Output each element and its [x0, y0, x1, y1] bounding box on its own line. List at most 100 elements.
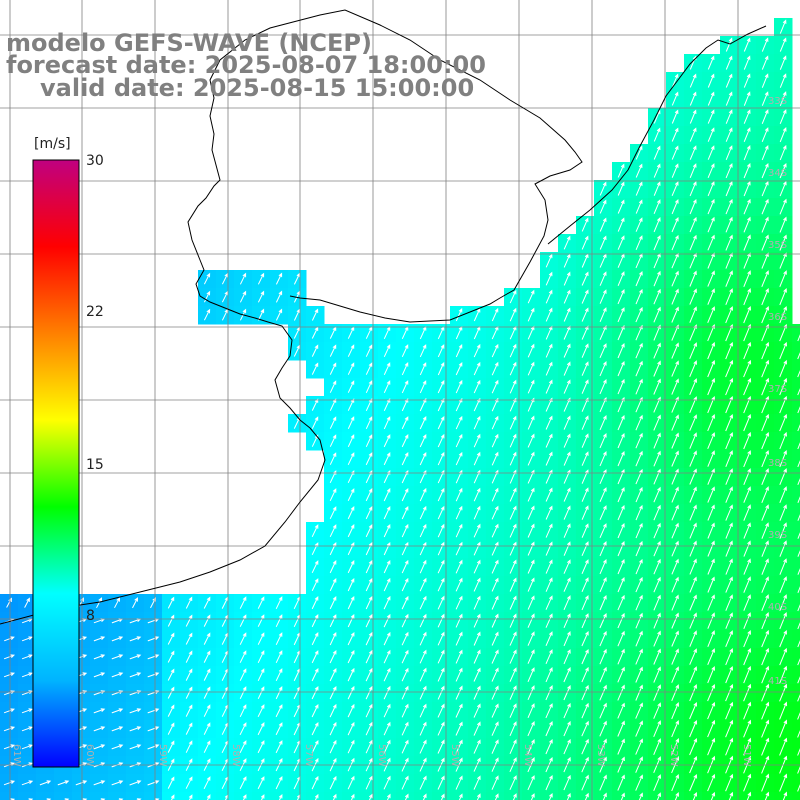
wind-arrow	[653, 450, 661, 467]
wind-arrow	[563, 289, 571, 304]
wind-arrow	[311, 398, 319, 411]
wind-arrow	[599, 684, 607, 701]
wind-arrow	[329, 344, 337, 357]
wind-arrow	[653, 378, 661, 395]
wind-arrow	[329, 578, 337, 592]
wind-arrow	[167, 722, 175, 735]
wind-arrow	[491, 739, 499, 754]
wind-arrow	[743, 665, 751, 684]
wind-arrow	[779, 647, 787, 666]
wind-arrow	[581, 720, 589, 737]
wind-arrow	[455, 343, 463, 358]
wind-arrow	[725, 359, 734, 378]
wind-arrow	[707, 522, 715, 539]
wind-arrow	[761, 91, 769, 106]
wind-speed-field	[0, 18, 800, 800]
wind-arrow	[275, 704, 283, 718]
wind-arrow	[329, 434, 337, 447]
wind-arrow	[473, 505, 481, 520]
wind-arrow	[419, 613, 427, 628]
lon-label: 59W	[157, 744, 168, 767]
wind-arrow	[473, 361, 481, 376]
wind-arrow	[671, 181, 679, 196]
wind-arrow	[527, 523, 535, 538]
wind-arrow	[347, 703, 355, 718]
wind-arrow	[563, 541, 571, 556]
wind-arrow	[779, 91, 787, 106]
wind-arrow	[365, 667, 373, 682]
wind-arrow	[779, 305, 787, 324]
wind-arrow	[455, 667, 463, 682]
wind-arrow	[455, 541, 463, 556]
wind-arrow	[599, 720, 607, 737]
wind-arrow	[671, 270, 679, 287]
wind-arrow	[620, 792, 625, 800]
wind-arrow	[275, 686, 283, 700]
wind-arrow	[761, 629, 769, 648]
sea-cell	[792, 504, 800, 523]
wind-arrow	[725, 73, 733, 88]
wind-arrow	[563, 595, 571, 611]
wind-arrow	[203, 740, 211, 753]
wind-arrow	[581, 433, 589, 448]
wind-arrow	[725, 341, 733, 360]
lat-label: 37S	[768, 384, 787, 395]
wind-arrow	[473, 451, 481, 466]
wind-arrow	[401, 649, 409, 664]
wind-arrow	[365, 721, 373, 736]
wind-arrow	[761, 73, 769, 88]
wind-arrow	[689, 684, 697, 702]
wind-arrow	[797, 658, 800, 666]
wind-arrow	[581, 361, 589, 376]
wind-arrow	[653, 648, 661, 665]
wind-arrow	[599, 271, 607, 286]
wind-arrow	[635, 270, 643, 287]
wind-arrow	[545, 667, 553, 683]
wind-arrow	[743, 431, 751, 450]
wind-arrow	[689, 468, 697, 485]
sea-cell	[684, 792, 703, 800]
wind-arrow	[437, 613, 445, 628]
wind-arrow	[635, 738, 643, 755]
wind-arrow	[527, 505, 535, 520]
wind-arrow	[779, 234, 787, 251]
wind-arrow	[707, 91, 715, 106]
wind-arrow	[458, 793, 463, 800]
wind-arrow	[401, 613, 409, 628]
wind-arrow	[671, 468, 679, 485]
wind-arrow	[401, 703, 409, 718]
wind-arrow	[455, 487, 463, 502]
wind-arrow	[257, 290, 265, 303]
wind-arrow	[527, 415, 535, 430]
wind-arrow	[581, 487, 589, 502]
wind-arrow	[635, 468, 643, 485]
wind-arrow	[365, 595, 373, 610]
wind-arrow	[779, 180, 787, 197]
wind-arrow	[203, 632, 211, 645]
wind-arrow	[311, 578, 319, 592]
wind-arrow	[440, 793, 445, 800]
wind-arrow	[347, 452, 355, 466]
wind-arrow	[437, 505, 445, 520]
wind-arrow	[743, 234, 751, 251]
wind-arrow	[725, 504, 733, 521]
wind-arrow	[599, 217, 607, 232]
wind-arrow	[581, 217, 589, 232]
wind-arrow	[653, 432, 661, 449]
wind-arrow	[707, 701, 716, 720]
wind-arrow	[242, 794, 247, 800]
wind-arrow	[761, 719, 770, 738]
wind-arrow	[653, 288, 661, 305]
wind-arrow	[419, 685, 427, 700]
wind-arrow	[563, 487, 571, 502]
wind-arrow	[419, 451, 427, 466]
wind-arrow	[527, 613, 535, 628]
wind-arrow	[779, 216, 787, 233]
wind-arrow	[203, 686, 211, 699]
wind-arrow	[617, 576, 625, 593]
wind-arrow	[653, 199, 661, 214]
wind-arrow	[455, 577, 463, 592]
wind-arrow	[203, 596, 211, 609]
wind-arrow	[689, 216, 697, 233]
